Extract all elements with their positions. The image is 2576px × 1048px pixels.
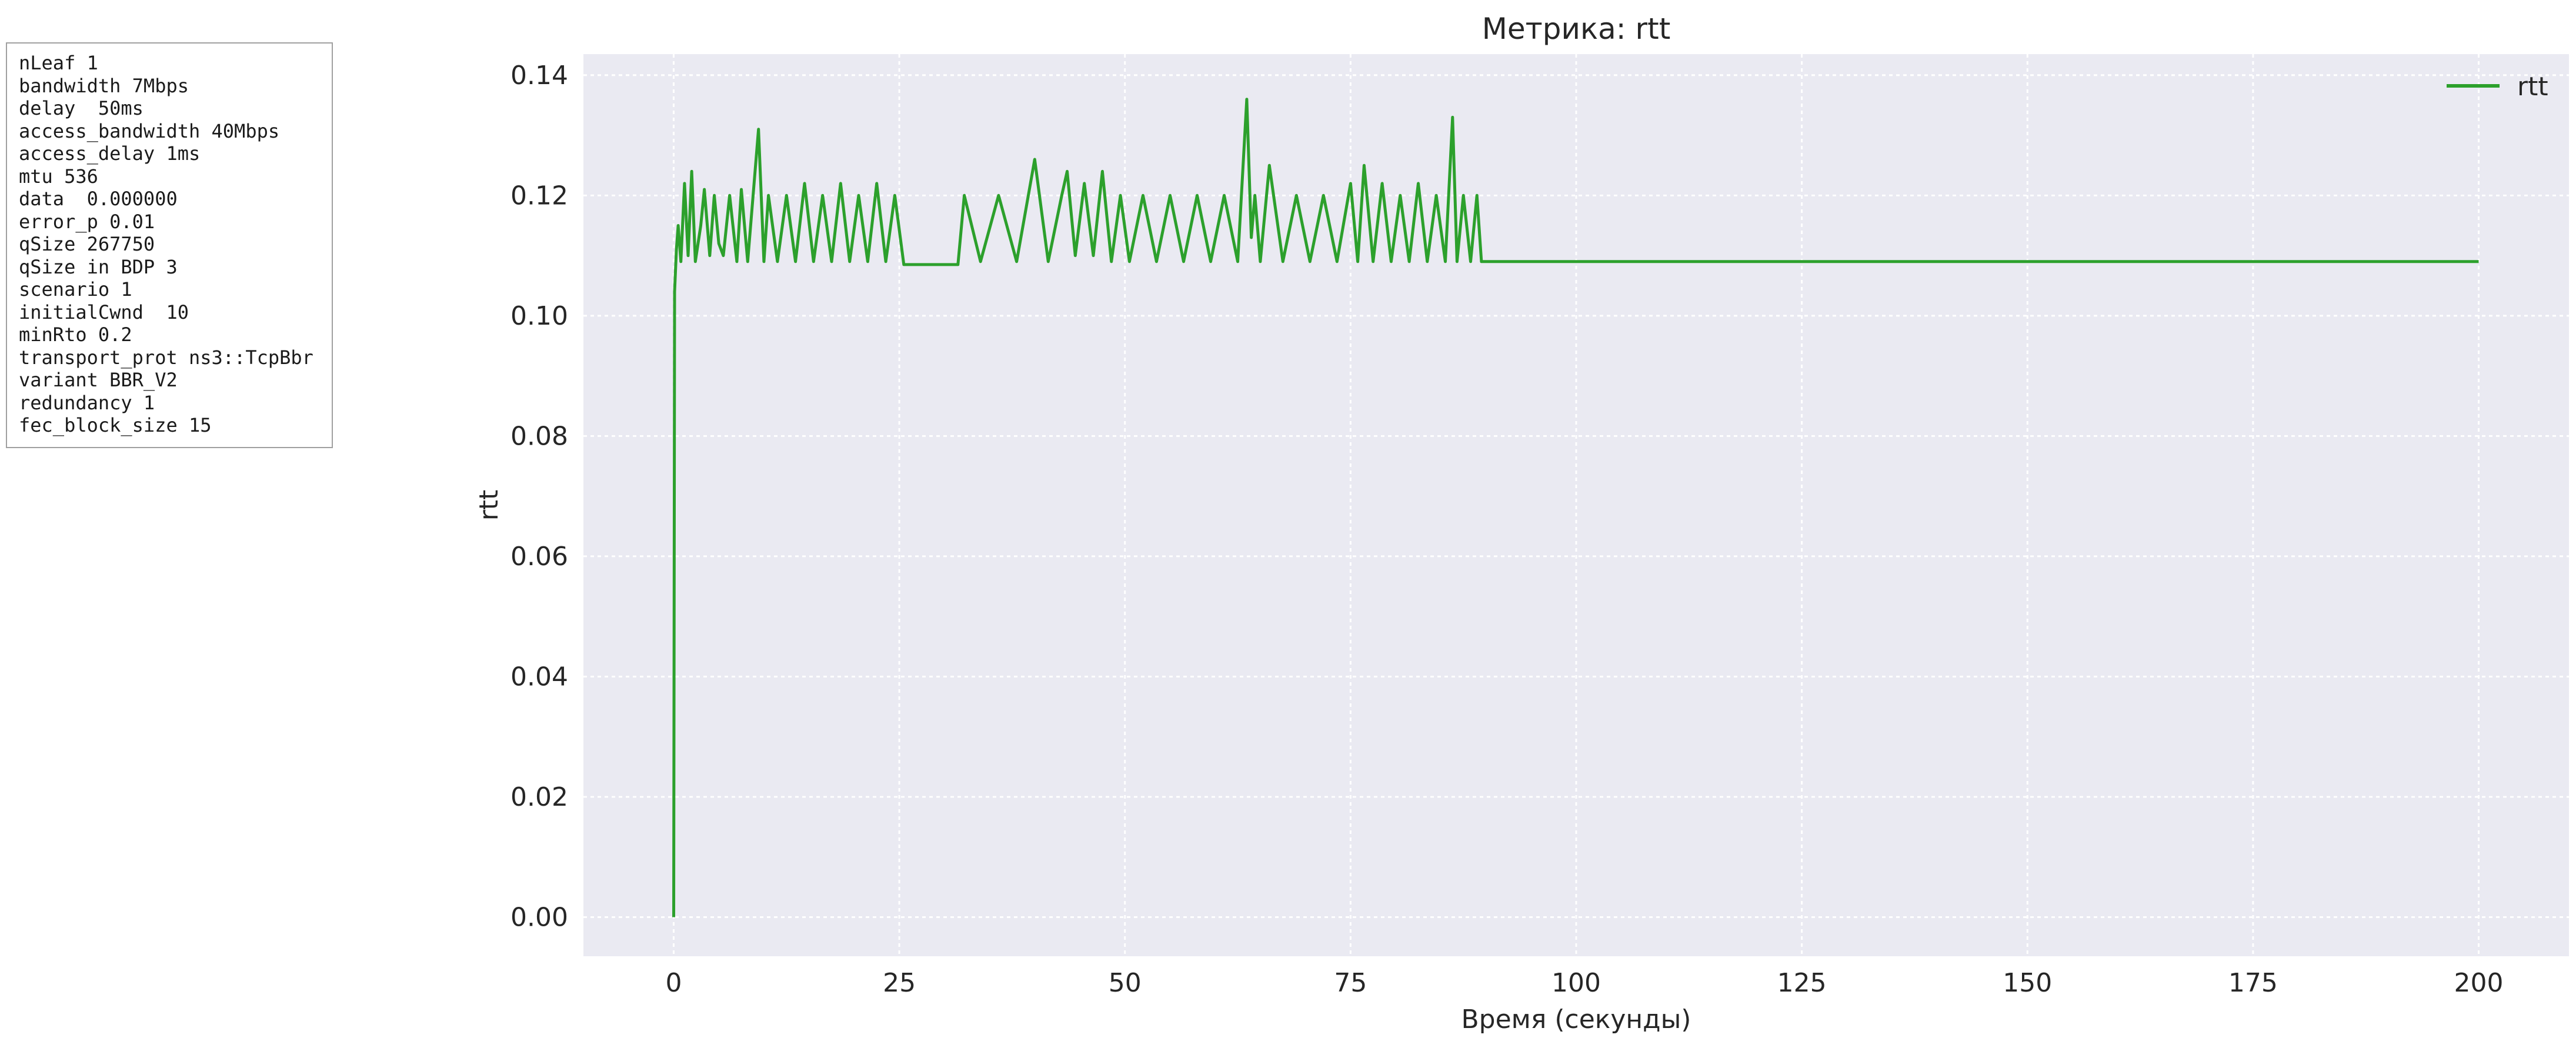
param-line: qSize in BDP 3 [19, 255, 178, 278]
param-line: qSize 267750 [19, 233, 155, 255]
parameters-box: nLeaf 1 bandwidth 7Mbps delay 50ms access_b… [6, 42, 333, 448]
param-line: access_delay 1ms [19, 142, 201, 165]
x-tick-label: 125 [1777, 968, 1827, 998]
x-tick-label: 0 [665, 968, 682, 998]
series-line-rtt [672, 98, 2479, 917]
param-line: redundancy 1 [19, 391, 155, 414]
x-tick-label: 100 [1551, 968, 1601, 998]
grid-lines [583, 54, 2569, 956]
y-tick-label: 0.06 [510, 542, 568, 572]
param-line: bandwidth 7Mbps [19, 74, 189, 97]
param-line: scenario 1 [19, 278, 132, 301]
param-line: fec_block_size 15 [19, 414, 212, 436]
x-axis-label: Время (секунды) [1461, 1004, 1691, 1034]
series-layer [672, 98, 2479, 917]
y-tick-label: 0.14 [510, 61, 568, 91]
y-tick-label: 0.04 [510, 662, 568, 692]
x-tick-label: 50 [1109, 968, 1142, 998]
y-tick-label: 0.12 [510, 181, 568, 211]
x-tick-label: 150 [2003, 968, 2052, 998]
param-line: mtu 536 [19, 165, 98, 188]
x-tick-label: 25 [883, 968, 916, 998]
chart-title: Метрика: rtt [1482, 12, 1671, 46]
legend-label-rtt: rtt [2517, 72, 2548, 102]
param-line: initialCwnd 10 [19, 301, 189, 323]
y-tick-label: 0.02 [510, 782, 568, 812]
legend: rtt [2447, 72, 2548, 102]
x-tick-label: 200 [2454, 968, 2504, 998]
y-axis-label: rtt [474, 490, 504, 521]
param-line: transport_prot ns3::TcpBbr [19, 346, 313, 369]
x-tick-label: 75 [1334, 968, 1367, 998]
param-line: nLeaf 1 [19, 52, 98, 74]
y-tick-label: 0.00 [510, 903, 568, 933]
x-axis-ticks: 0 25 50 75 100 125 150 175 200 [665, 968, 2503, 998]
param-line: minRto 0.2 [19, 323, 132, 346]
y-tick-label: 0.08 [510, 421, 568, 451]
param-line: data 0.000000 [19, 188, 178, 210]
y-tick-label: 0.10 [510, 301, 568, 331]
param-line: variant BBR_V2 [19, 369, 178, 391]
param-line: access_bandwidth 40Mbps [19, 119, 280, 142]
x-tick-label: 175 [2228, 968, 2278, 998]
param-line: delay 50ms [19, 97, 144, 119]
y-axis-ticks: 0.00 0.02 0.04 0.06 0.08 0.10 0.12 0.14 [510, 61, 568, 933]
param-line: error_p 0.01 [19, 210, 155, 233]
